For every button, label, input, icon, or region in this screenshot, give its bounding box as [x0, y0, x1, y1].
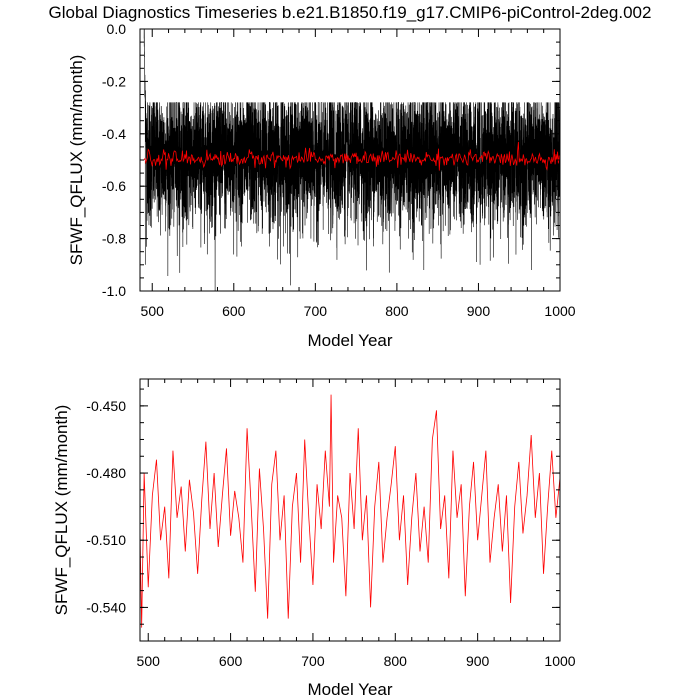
bottom-panel: 500 600 700 800 900 1000 -0.450 -0.480 -0.510 -0.…: [52, 378, 576, 699]
x-tick-label: 700: [304, 303, 328, 319]
bottom-plot-frame: [139, 378, 561, 642]
top-x-axis-label: Model Year: [307, 331, 392, 350]
y-tick-label: 0.0: [107, 21, 127, 37]
y-tick-label: -0.540: [86, 599, 126, 615]
x-tick-label: 500: [137, 653, 161, 669]
top-axis-ticks: 500 600 700 800 900 1000 0.0 -0.2 -0.4 -0.6 -0.8 -1…: [102, 21, 576, 319]
x-tick-label: 900: [466, 653, 490, 669]
top-series-monthly: [143, 29, 560, 291]
y-tick-label: -0.4: [102, 126, 126, 142]
bottom-y-axis-label: SFWF_QFLUX (mm/month): [52, 405, 71, 616]
y-tick-label: -0.6: [102, 178, 126, 194]
x-tick-label: 600: [222, 303, 246, 319]
top-y-axis-label: SFWF_QFLUX (mm/month): [67, 55, 86, 266]
x-tick-label: 800: [384, 653, 408, 669]
bottom-x-axis-label: Model Year: [307, 680, 392, 699]
x-tick-label: 500: [141, 303, 165, 319]
bottom-series-layer: [140, 394, 560, 628]
top-series-annual-mean: [143, 141, 560, 171]
top-series-layer: [143, 29, 560, 291]
y-tick-label: -0.8: [102, 231, 126, 247]
bottom-series-annual-mean: [140, 394, 560, 628]
y-tick-label: -1.0: [102, 283, 126, 299]
x-tick-label: 700: [301, 653, 325, 669]
y-tick-label: -0.2: [102, 73, 126, 89]
y-tick-label: -0.480: [86, 465, 126, 481]
chart-title: Global Diagnostics Timeseries b.e21.B185…: [49, 3, 652, 22]
y-tick-label: -0.510: [86, 532, 126, 548]
top-panel: Global Diagnostics Timeseries b.e21.B185…: [49, 3, 652, 350]
x-tick-label: 1000: [544, 653, 575, 669]
x-tick-label: 800: [385, 303, 409, 319]
y-tick-label: -0.450: [86, 398, 126, 414]
x-tick-label: 900: [467, 303, 491, 319]
x-tick-label: 1000: [544, 303, 575, 319]
bottom-axis-ticks: 500 600 700 800 900 1000 -0.450 -0.480 -0.510 -0.…: [86, 379, 576, 669]
x-tick-label: 600: [219, 653, 243, 669]
